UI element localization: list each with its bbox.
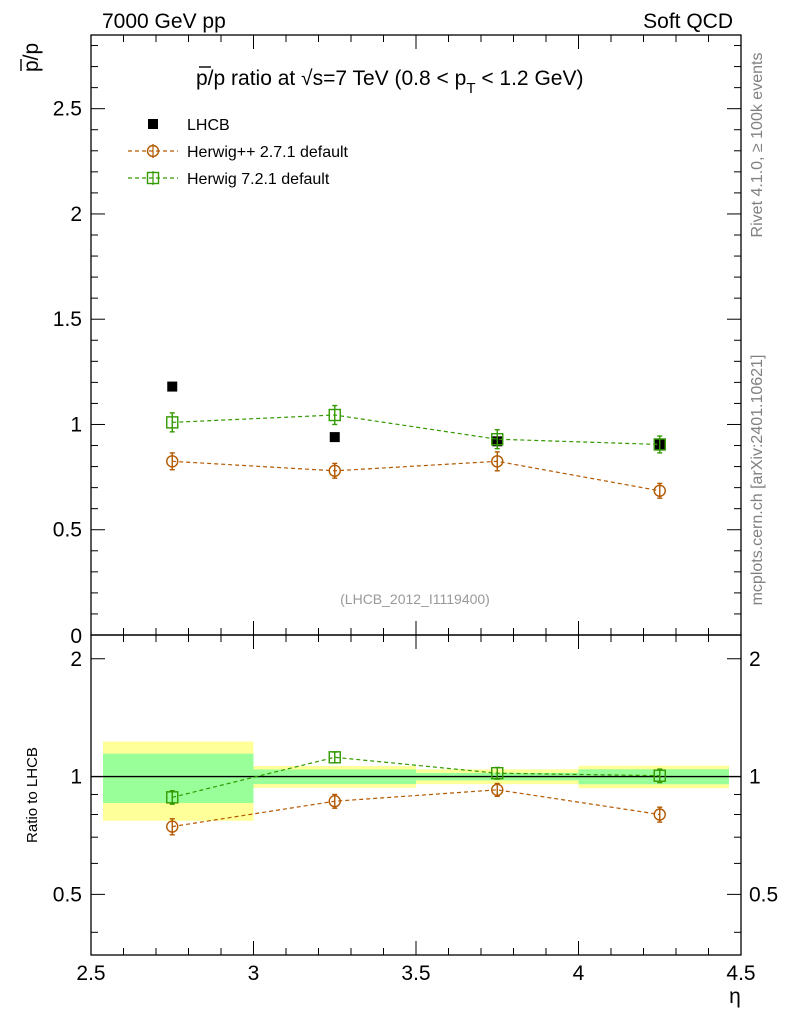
x-tick-label: 2.5	[76, 962, 105, 985]
y-axis-label: p/p	[20, 43, 43, 72]
data-point-lhcb	[167, 381, 178, 392]
ratio-y-axis-label: Ratio to LHCB	[24, 747, 41, 843]
ratio-tick-label-right: 1	[749, 766, 761, 789]
x-tick-label: 4.5	[726, 962, 755, 985]
y-tick-label: 0.5	[53, 519, 82, 542]
data-point-herwigpp	[166, 455, 179, 468]
chart-title: p/p ratio at √s=7 TeV (0.8 < pT < 1.2 Ge…	[196, 67, 583, 97]
ratio-uncertainty-bands	[91, 741, 741, 821]
ratio-point-herwigpp	[328, 795, 341, 808]
legend-label-lhcb: LHCB	[187, 117, 230, 134]
data-point-herwigpp	[491, 455, 504, 468]
x-axis-label: η	[729, 985, 741, 1008]
chart-title-lead: p/p ratio at √s=7 TeV (0.8 < p	[196, 67, 466, 90]
rivet-version-label: Rivet 4.1.0, ≥ 100k events	[749, 53, 766, 238]
ratio-tick-label-left: 0.5	[53, 883, 82, 906]
ratio-point-herwig7	[328, 751, 341, 764]
x-tick-label: 3	[248, 962, 260, 985]
legend-marker-herwigpp	[146, 144, 160, 158]
x-tick-label: 4	[573, 962, 585, 985]
category-label: Soft QCD	[643, 10, 733, 33]
legend-label-herwig7: Herwig 7.2.1 default	[187, 171, 330, 188]
ratio-tick-label-right: 2	[749, 648, 761, 671]
data-point-herwig7	[166, 416, 179, 429]
ratio-point-herwigpp	[653, 808, 666, 821]
ratio-tick-label-left: 2	[70, 648, 82, 671]
series-line-herwig7	[172, 414, 660, 446]
ratio-point-herwigpp	[491, 783, 504, 797]
energy-label: 7000 GeV pp	[102, 10, 226, 33]
ratio-point-herwig7	[491, 767, 504, 780]
mcplots-label: mcplots.cern.ch [arXiv:2401.10621]	[749, 355, 766, 606]
data-point-herwigpp	[328, 464, 341, 477]
y-tick-label-zero: 0	[70, 625, 82, 648]
main-series-layer	[166, 381, 666, 499]
legend: LHCB Herwig++ 2.7.1 default Herwig 7.2.1 d…	[128, 117, 349, 188]
y-tick-label: 1	[70, 413, 82, 436]
ratio-series-layer	[166, 751, 666, 836]
chart-title-sub: T	[466, 80, 475, 97]
legend-marker-herwig7	[146, 171, 160, 185]
ratio-line-herwigpp	[172, 789, 660, 828]
data-point-herwigpp	[653, 484, 666, 497]
ratio-tick-label-left: 1	[70, 766, 82, 789]
legend-label-herwigpp: Herwig++ 2.7.1 default	[187, 144, 349, 161]
ratio-tick-label-right: 0.5	[749, 883, 778, 906]
axes: 2.5 3 3.5 4 4.5 0.5 1 1.5 2 2.5 0 0.5 0.5 1 1 2 2	[53, 34, 778, 985]
ratio-point-herwig7	[166, 791, 179, 804]
y-tick-label: 2	[70, 203, 82, 226]
ratio-line-herwig7	[172, 756, 660, 798]
analysis-label: (LHCB_2012_I1119400)	[340, 591, 490, 607]
y-tick-label: 1.5	[53, 308, 82, 331]
data-point-lhcb	[329, 432, 340, 443]
ratio-point-herwig7	[653, 769, 666, 782]
series-line-herwigpp	[172, 460, 660, 492]
data-point-herwig7	[491, 433, 504, 446]
data-point-herwig7	[653, 438, 666, 451]
legend-marker-lhcb	[148, 119, 158, 129]
y-tick-label: 2.5	[53, 98, 82, 121]
data-point-herwig7	[328, 408, 341, 422]
x-tick-label: 3.5	[401, 962, 430, 985]
ratio-point-herwigpp	[166, 820, 179, 833]
chart-title-tail: < 1.2 GeV)	[475, 67, 583, 90]
